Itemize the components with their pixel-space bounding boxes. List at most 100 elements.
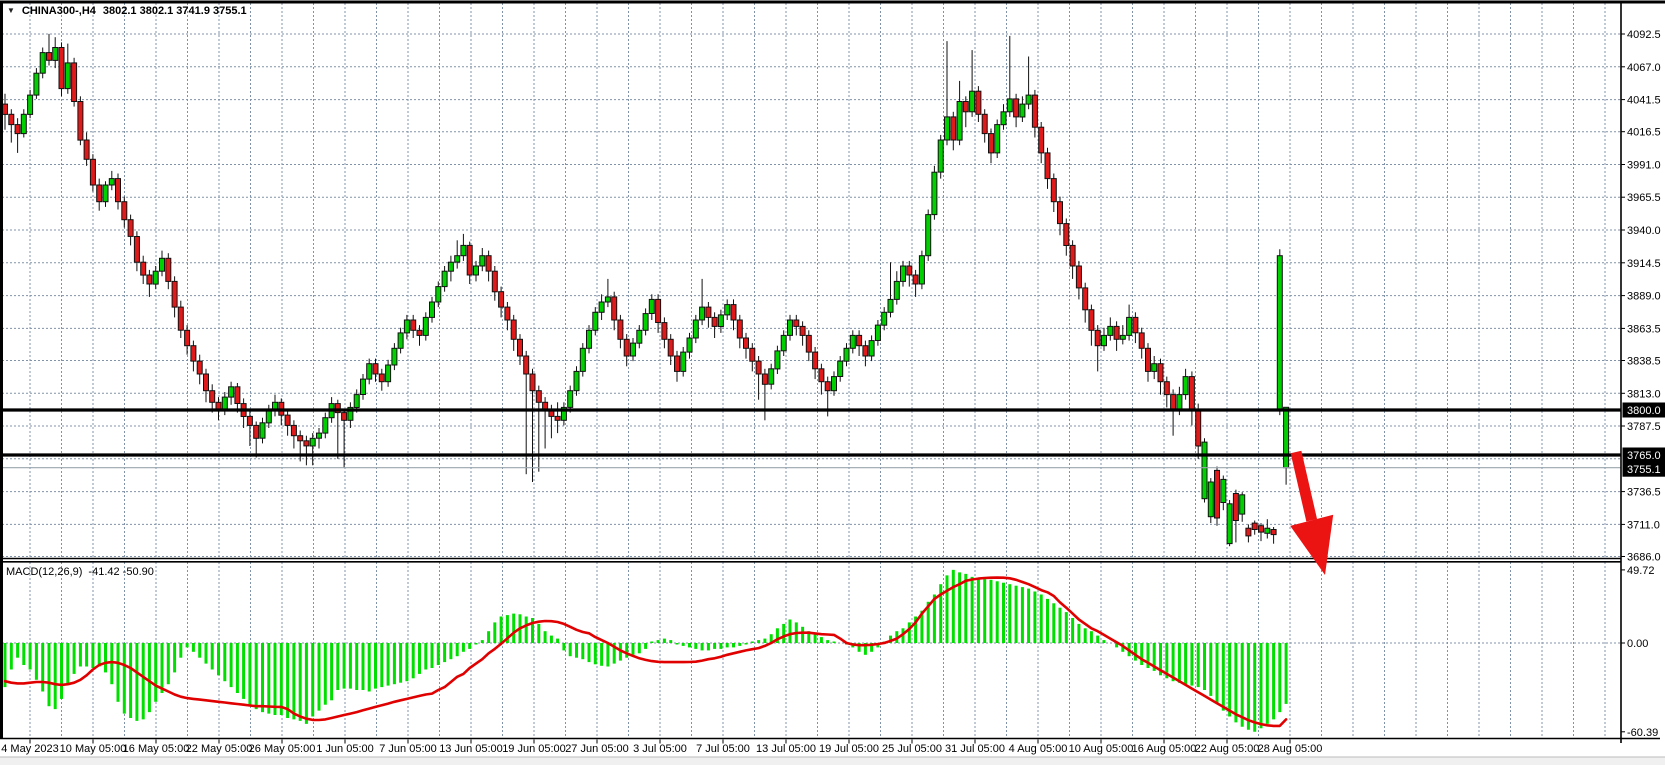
candle [874, 320, 881, 346]
candle [372, 358, 379, 382]
candle [730, 299, 737, 331]
candle-body-bear [950, 116, 957, 141]
candle [962, 96, 969, 128]
candle-body-bear [297, 435, 304, 442]
candle-body-bull [228, 386, 235, 398]
candle [560, 402, 567, 426]
candle [1044, 147, 1051, 189]
candle-body-bear [77, 101, 84, 141]
candle-body-bear [912, 274, 919, 285]
candle-body-bear [491, 270, 498, 293]
candle [900, 260, 906, 287]
candle-body-bull [259, 422, 266, 439]
candle-body-bear [203, 373, 209, 392]
candle [1082, 282, 1089, 323]
symbol-dropdown-icon[interactable]: ▼ [7, 6, 15, 15]
candle-body-bull [473, 265, 479, 276]
candle-body-bull [397, 332, 404, 349]
candle-body-bull [1000, 111, 1007, 126]
candle [648, 294, 655, 320]
candle-body-bear [341, 412, 348, 421]
candle-body-bear [1094, 329, 1101, 347]
hline-price-box [1622, 402, 1665, 418]
candle [1107, 317, 1114, 341]
candle [466, 241, 473, 284]
candle-body-bear [177, 306, 184, 331]
candle [661, 317, 668, 349]
candle-body-bull [422, 316, 429, 336]
candle [1094, 325, 1101, 372]
time-axis-label: 16 May 05:00 [123, 743, 190, 755]
price-axis-label: 3711.0 [1627, 519, 1660, 531]
candle-body-bear [535, 390, 542, 403]
candle [579, 343, 586, 377]
candle [184, 325, 191, 355]
time-axis-label: 22 May 05:00 [186, 743, 253, 755]
symbol-timeframe-label: CHINA300-,H4 [21, 5, 96, 17]
candle [611, 291, 618, 331]
candle [1214, 466, 1220, 526]
candle-body-bear [14, 124, 21, 135]
candle-body-bull [918, 255, 925, 285]
time-axis-label: 7 Jun 05:00 [379, 743, 437, 755]
candle [931, 165, 938, 220]
candle-body-bull [102, 184, 109, 203]
time-axis-label: 13 Jul 05:00 [756, 743, 816, 755]
candle [1239, 492, 1246, 522]
trend-arrow-shaft[interactable] [1290, 450, 1318, 522]
hline-price-label: 3800.0 [1627, 405, 1661, 417]
candle-body-bear [372, 363, 379, 375]
candle-body-bear [498, 291, 505, 308]
bid-price-box [1622, 461, 1665, 477]
candle [837, 356, 844, 382]
candle-body-bear [981, 113, 988, 135]
candle-body-bear [196, 360, 203, 375]
price-axis[interactable]: 4092.5 4067.0 4041.5 4016.5 3991.0 3965.5 3940… [1621, 29, 1665, 739]
candle [491, 266, 498, 301]
candle-body-bear [749, 347, 756, 362]
price-axis-label: 4041.5 [1627, 95, 1661, 107]
candle-body-bull [717, 314, 724, 327]
candle-body-bull [265, 409, 272, 424]
candle-body-bear [416, 329, 423, 336]
candle-body-bear [1270, 529, 1277, 536]
candle [686, 332, 693, 359]
time-axis-label: 19 Jun 05:00 [502, 743, 566, 755]
macd-indicator-name: MACD(12,26,9) [6, 566, 83, 578]
macd-axis-label: 49.72 [1627, 565, 1655, 577]
candle [630, 338, 636, 362]
candle-body-bull [1151, 363, 1158, 372]
price-axis-label: 3736.5 [1627, 487, 1661, 499]
candle-body-bear [1132, 316, 1139, 334]
candle [950, 111, 957, 151]
candle [780, 330, 787, 356]
candle [228, 381, 235, 405]
time-axis-label: 27 Jun 05:00 [565, 743, 629, 755]
candle [1069, 240, 1076, 279]
candle [322, 412, 329, 439]
trend-arrow[interactable] [1290, 450, 1334, 575]
ohlc-values: 3802.1 3802.1 3741.9 3755.1 [102, 5, 247, 17]
candle [309, 433, 316, 466]
candle [504, 302, 511, 331]
candle [152, 266, 159, 290]
candle-body-bull [1119, 334, 1126, 340]
candle [96, 178, 103, 211]
trend-arrow-head[interactable] [1290, 514, 1334, 575]
candle-body-bull [893, 280, 900, 300]
candle-body-bull [692, 319, 699, 339]
candle [127, 214, 134, 246]
candle-body-bear [58, 47, 65, 90]
candle [793, 314, 800, 336]
candle [711, 312, 718, 338]
time-axis-label: 28 Aug 05:00 [1258, 743, 1323, 755]
candle [862, 340, 869, 367]
candle-body-bear [1038, 126, 1045, 154]
candle [1119, 325, 1126, 345]
candle-body-bull [868, 340, 875, 357]
candle [246, 411, 253, 446]
